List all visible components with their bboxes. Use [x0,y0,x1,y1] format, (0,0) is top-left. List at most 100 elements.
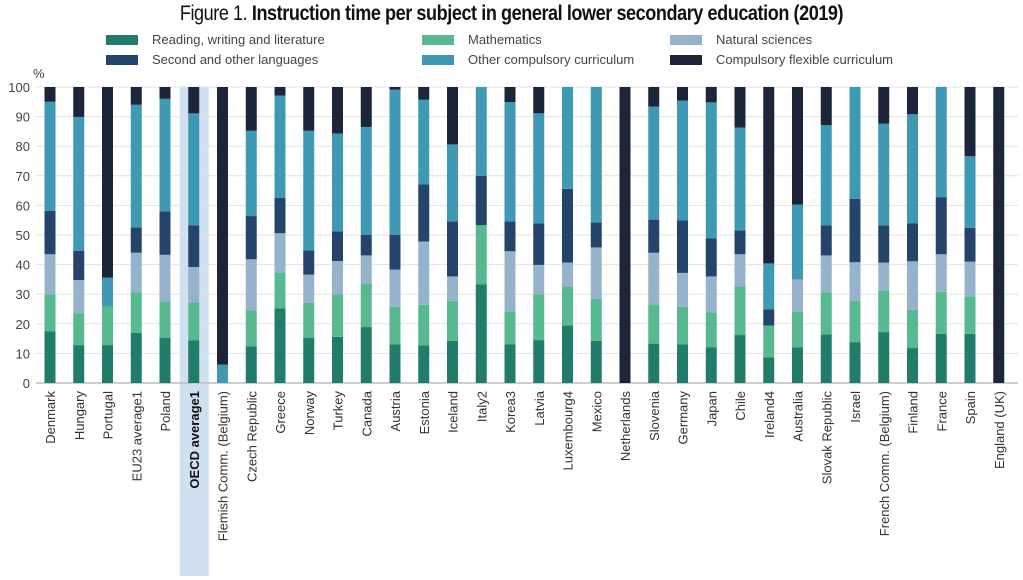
bar-segment [705,312,717,348]
bar-segment [44,331,56,383]
bar-segment [360,234,372,256]
bar-segment [303,130,315,251]
bar-segment [648,343,660,383]
bar-segment [648,304,660,344]
x-tick-label: England (UK) [992,391,1007,469]
bar-segment [993,87,1005,383]
bar-segment [217,87,228,365]
bar-segment [332,294,343,337]
bar-segment [533,87,545,114]
bar-segment [447,221,458,277]
bar-segment [878,332,890,383]
bar-segment [159,338,171,383]
bar-segment [562,262,573,287]
bar-segment [303,274,315,303]
bar-segment [418,345,430,383]
legend-swatch [670,54,702,65]
bar-segment [188,266,200,303]
legend-label: Other compulsory curriculum [468,52,635,67]
bar-segment [360,327,372,383]
bar-segment [792,279,803,312]
bar-segment [274,95,286,198]
bar-segment [389,234,401,270]
y-axis-unit: % [33,66,45,81]
bar-segment [849,87,861,199]
bar-segment [677,344,688,383]
bar-segment [734,87,746,128]
bar-segment [763,357,775,383]
bar-segment [188,113,200,226]
bar-segment [820,255,832,293]
bar-segment [130,104,142,228]
bar-segment [648,219,660,253]
bar-segment [504,344,516,383]
bar-segment [73,87,85,117]
bar-segment [964,333,976,383]
bar-segment [245,130,257,217]
bar-segment [188,340,200,383]
bar-segment [418,99,430,185]
bar-segment [188,225,200,267]
bar-segment [245,216,257,260]
bar-segment [73,313,85,346]
bar-segment [44,87,56,102]
bar-segment [102,306,113,346]
bar-segment [677,220,688,273]
title-main: Instruction time per subject in general … [251,2,844,25]
bar-segment [73,279,85,314]
x-tick-label: Netherlands [618,391,633,462]
bar-segment [217,364,228,383]
bar-segment [590,87,602,223]
y-tick-label: 50 [16,228,30,243]
bar-segment [964,227,976,262]
bar-segment [907,309,918,349]
bar-segment [590,340,602,383]
x-tick-label: Finland [906,391,921,434]
bar-segment [360,283,372,328]
bar-segment [734,254,746,287]
bar-segment [562,325,573,383]
bar-segment [935,197,947,255]
bar-segment [792,204,803,280]
bar-segment [44,254,56,295]
bar-segment [159,98,171,212]
bar-segment [303,250,315,275]
bar-segment [274,87,286,96]
y-tick-label: 60 [16,198,30,213]
bar-segment [907,87,918,115]
x-tick-label: Poland [158,391,173,431]
legend-item: Mathematics [422,32,542,47]
bar-segment [44,210,56,255]
bar-segment [820,225,832,256]
bar-segment [964,87,976,157]
bar-segment [705,347,717,383]
x-tick-label: Greece [273,391,288,434]
bar-segment [360,87,372,127]
bar-segment [102,345,113,383]
bar-segment [705,238,717,277]
x-tick-label: Japan [704,391,719,426]
legend-label: Reading, writing and literature [152,32,325,47]
bar-segment [533,223,545,265]
bar-segment [303,338,315,383]
legend-item: Compulsory flexible curriculum [670,52,893,67]
bar-segment [130,227,142,253]
bar-segment [562,286,573,326]
bar-segment [332,336,343,383]
bar-segment [73,345,85,383]
bar-segment [849,262,861,301]
x-tick-label: Luxembourg4 [561,391,576,471]
bar-segment [590,298,602,341]
bar-segment [648,106,660,220]
bar-segment [935,291,947,334]
bar-segment [447,340,458,383]
bar-segment [475,87,487,176]
y-tick-label: 10 [16,346,30,361]
bar-segment [475,175,487,226]
legend-swatch [106,54,138,65]
bar-segment [44,101,56,211]
bar-segment [907,261,918,310]
legend-item: Other compulsory curriculum [422,52,634,67]
bar-segment [102,277,113,307]
bar-segment [849,198,861,263]
